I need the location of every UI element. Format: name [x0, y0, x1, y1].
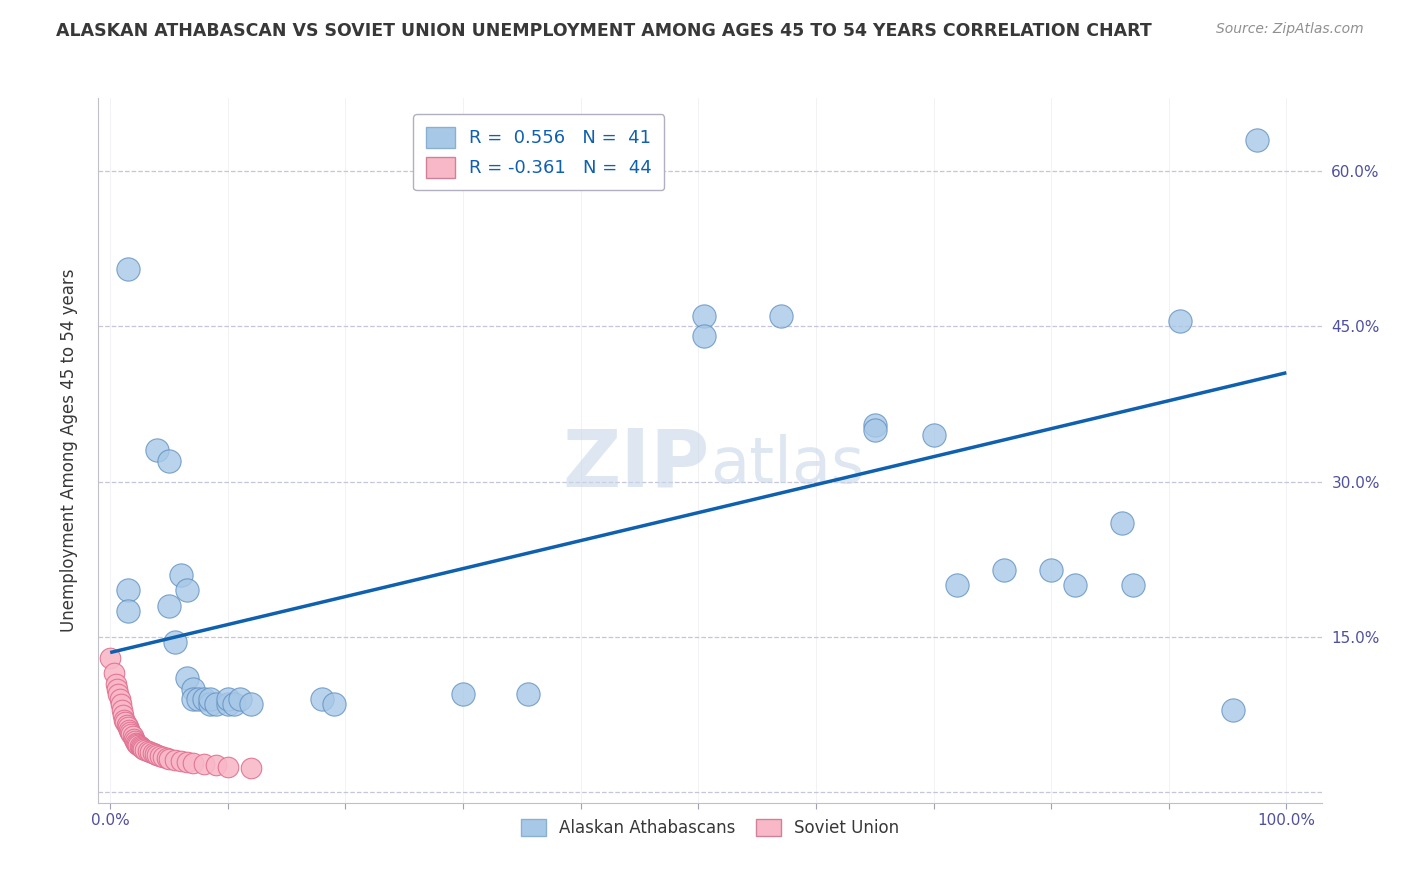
Text: atlas: atlas	[710, 434, 865, 496]
Point	[157, 752, 180, 766]
Point	[311, 692, 333, 706]
Point	[205, 698, 228, 712]
Point	[146, 443, 169, 458]
Point	[176, 583, 198, 598]
Point	[217, 759, 239, 773]
Point	[117, 583, 139, 598]
Point	[108, 692, 131, 706]
Point	[112, 713, 135, 727]
Point	[163, 753, 186, 767]
Point	[217, 698, 239, 712]
Point	[1063, 578, 1085, 592]
Point	[163, 635, 186, 649]
Point	[693, 309, 716, 323]
Point	[240, 698, 263, 712]
Point	[117, 262, 139, 277]
Point	[1170, 314, 1192, 328]
Point	[105, 681, 128, 696]
Point	[127, 737, 149, 751]
Point	[1222, 702, 1244, 716]
Point	[117, 604, 139, 618]
Point	[170, 755, 193, 769]
Point	[1040, 563, 1063, 577]
Point	[121, 730, 143, 744]
Point	[187, 692, 209, 706]
Point	[516, 687, 538, 701]
Point	[152, 750, 174, 764]
Point	[170, 567, 193, 582]
Point	[217, 692, 239, 706]
Point	[139, 745, 162, 759]
Point	[240, 760, 263, 774]
Legend: Alaskan Athabascans, Soviet Union: Alaskan Athabascans, Soviet Union	[515, 813, 905, 844]
Point	[176, 672, 198, 686]
Point	[993, 563, 1015, 577]
Point	[98, 650, 121, 665]
Point	[193, 757, 215, 772]
Point	[131, 740, 153, 755]
Point	[176, 756, 198, 770]
Text: Source: ZipAtlas.com: Source: ZipAtlas.com	[1216, 22, 1364, 37]
Point	[1246, 132, 1268, 146]
Point	[863, 423, 886, 437]
Point	[127, 738, 149, 752]
Point	[134, 743, 156, 757]
Point	[111, 702, 134, 716]
Point	[114, 714, 136, 729]
Point	[146, 748, 169, 763]
Point	[122, 731, 145, 746]
Point	[946, 578, 969, 592]
Point	[117, 720, 139, 734]
Point	[451, 687, 474, 701]
Point	[132, 742, 155, 756]
Point	[205, 758, 228, 772]
Point	[112, 707, 135, 722]
Point	[1122, 578, 1144, 592]
Point	[124, 733, 146, 747]
Point	[769, 309, 792, 323]
Point	[157, 599, 180, 613]
Point	[107, 687, 129, 701]
Point	[322, 698, 344, 712]
Point	[120, 725, 142, 739]
Point	[1111, 516, 1133, 530]
Point	[922, 428, 945, 442]
Point	[125, 736, 148, 750]
Point	[181, 681, 204, 696]
Point	[110, 698, 132, 712]
Text: ALASKAN ATHABASCAN VS SOVIET UNION UNEMPLOYMENT AMONG AGES 45 TO 54 YEARS CORREL: ALASKAN ATHABASCAN VS SOVIET UNION UNEMP…	[56, 22, 1152, 40]
Point	[181, 756, 204, 771]
Point	[120, 727, 142, 741]
Point	[149, 749, 172, 764]
Text: ZIP: ZIP	[562, 425, 710, 504]
Point	[118, 723, 141, 738]
Point	[136, 744, 159, 758]
Point	[863, 417, 886, 432]
Point	[693, 329, 716, 343]
Point	[228, 692, 250, 706]
Point	[129, 739, 152, 754]
Y-axis label: Unemployment Among Ages 45 to 54 years: Unemployment Among Ages 45 to 54 years	[59, 268, 77, 632]
Point	[198, 698, 221, 712]
Point	[128, 739, 150, 753]
Point	[115, 718, 138, 732]
Point	[105, 676, 128, 690]
Point	[157, 454, 180, 468]
Point	[181, 692, 204, 706]
Point	[156, 751, 179, 765]
Point	[103, 666, 125, 681]
Point	[198, 692, 221, 706]
Point	[143, 747, 166, 761]
Point	[141, 746, 163, 760]
Point	[222, 698, 245, 712]
Point	[193, 692, 215, 706]
